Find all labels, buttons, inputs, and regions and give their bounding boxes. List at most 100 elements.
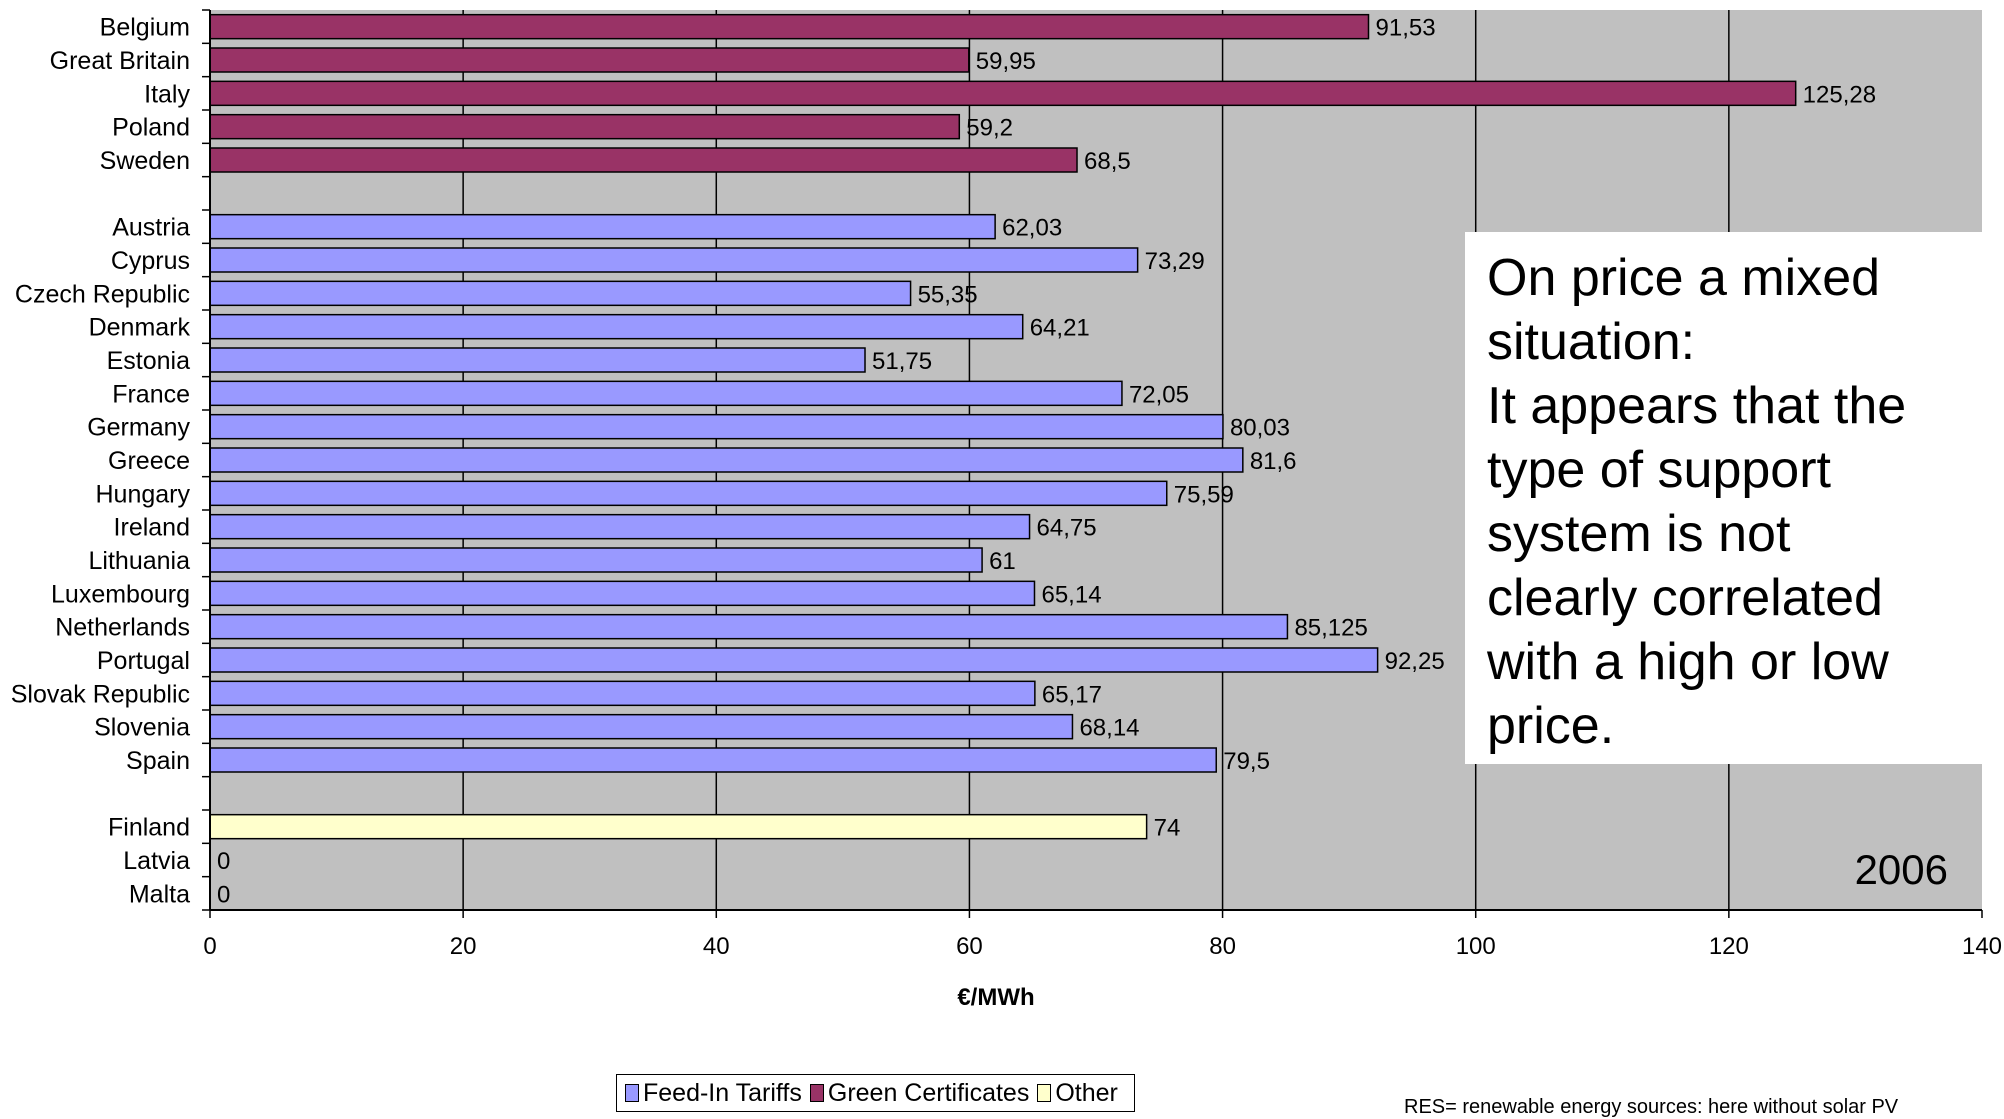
- data-label: 68,14: [1079, 715, 1139, 742]
- category-label: Denmark: [89, 314, 191, 342]
- data-label: 0: [217, 848, 230, 875]
- bar: [209, 47, 970, 73]
- data-label: 65,17: [1042, 681, 1102, 708]
- data-label: 65,14: [1041, 581, 1101, 608]
- data-label: 79,5: [1223, 748, 1270, 775]
- category-label: Slovenia: [94, 714, 190, 742]
- data-label: 51,75: [872, 348, 932, 375]
- bar: [209, 247, 1139, 273]
- category-label: Portugal: [97, 647, 190, 675]
- data-label: 81,6: [1250, 448, 1297, 475]
- x-tick-label: 60: [956, 933, 983, 960]
- category-label: Poland: [112, 114, 190, 142]
- annotation-line: clearly correlated: [1487, 569, 1883, 627]
- legend-label: Green Certificates: [827, 1078, 1030, 1107]
- data-label: 72,05: [1129, 381, 1189, 408]
- data-label: 59,95: [976, 48, 1036, 75]
- legend-swatch: [625, 1084, 639, 1102]
- bar: [209, 580, 1036, 607]
- data-label: 75,59: [1174, 481, 1234, 508]
- legend-label: Other: [1055, 1078, 1118, 1107]
- legend-label: Feed-In Tariffs: [643, 1078, 802, 1107]
- footnote: RES= renewable energy sources: here with…: [1404, 1096, 1899, 1118]
- category-label: Italy: [144, 80, 190, 108]
- data-label: 125,28: [1803, 81, 1876, 108]
- annotation-line: type of support: [1487, 441, 1831, 499]
- bar: [209, 713, 1074, 740]
- category-label: Latvia: [123, 847, 190, 875]
- data-label: 55,35: [918, 281, 978, 308]
- data-label: 73,29: [1145, 248, 1205, 275]
- legend-item-other: Other: [1037, 1079, 1118, 1108]
- bar: [209, 513, 1031, 540]
- category-label: France: [112, 380, 190, 408]
- data-label: 61: [989, 548, 1016, 575]
- data-label: 85,125: [1294, 615, 1367, 642]
- data-label: 91,53: [1376, 15, 1436, 42]
- category-label: Slovak Republic: [11, 680, 190, 708]
- category-label: Ireland: [114, 514, 190, 542]
- data-label: 59,2: [966, 115, 1013, 142]
- category-label: Estonia: [107, 347, 190, 375]
- data-label: 80,03: [1230, 415, 1290, 442]
- x-tick-label: 100: [1456, 933, 1496, 960]
- bar: [209, 313, 1024, 340]
- x-tick-label: 80: [1209, 933, 1236, 960]
- annotation-line: On price a mixed: [1487, 249, 1881, 307]
- legend-item-feed-in-tariffs: Feed-In Tariffs: [625, 1079, 802, 1108]
- bar: [209, 813, 1148, 840]
- annotation-line: It appears that the: [1487, 377, 1907, 435]
- bar: [209, 113, 961, 140]
- category-label: Malta: [129, 880, 190, 908]
- bar: [209, 380, 1123, 407]
- data-label: 64,75: [1037, 515, 1097, 542]
- x-tick-label: 120: [1709, 933, 1749, 960]
- data-label: 0: [217, 881, 230, 908]
- category-label: Germany: [87, 414, 190, 442]
- bar: [209, 547, 983, 573]
- category-label: Luxembourg: [51, 580, 190, 608]
- category-label: Lithuania: [89, 547, 191, 575]
- bar: [209, 647, 1379, 673]
- year-label: 2006: [1854, 846, 1948, 893]
- bar: [209, 213, 996, 240]
- x-tick-label: 40: [703, 933, 730, 960]
- legend: Feed-In Tariffs Green Certificates Other: [616, 1074, 1135, 1112]
- x-tick-label: 140: [1962, 933, 2002, 960]
- bar: [209, 413, 1224, 440]
- bar: [209, 347, 866, 373]
- data-label: 74: [1154, 815, 1181, 842]
- category-label: Netherlands: [55, 614, 190, 642]
- x-axis-title: €/MWh: [957, 984, 1034, 1011]
- bar: [209, 147, 1078, 173]
- bar: [209, 747, 1217, 773]
- bar: [209, 680, 1036, 707]
- bar: [209, 480, 1168, 507]
- data-label: 64,21: [1030, 315, 1090, 342]
- bar: [209, 447, 1244, 473]
- category-label: Finland: [108, 814, 190, 842]
- bar: [209, 80, 1797, 107]
- data-label: 68,5: [1084, 148, 1131, 175]
- legend-swatch: [1037, 1084, 1052, 1102]
- category-label: Belgium: [100, 14, 190, 42]
- bar: [209, 613, 1289, 640]
- annotation-line: with a high or low: [1487, 633, 1889, 691]
- category-label: Czech Republic: [15, 280, 190, 308]
- annotation-box: On price a mixed situation: It appears t…: [1465, 232, 1985, 764]
- bar: [209, 280, 912, 307]
- data-label: 92,25: [1385, 648, 1445, 675]
- legend-swatch: [809, 1084, 824, 1102]
- category-label: Cyprus: [111, 247, 190, 275]
- bar: [209, 13, 1370, 40]
- category-label: Great Britain: [50, 47, 190, 75]
- annotation-line: price.: [1487, 697, 1615, 755]
- category-label: Hungary: [96, 480, 191, 508]
- annotation-line: situation:: [1487, 313, 1696, 371]
- category-label: Sweden: [100, 147, 190, 175]
- category-label: Spain: [126, 747, 190, 775]
- x-tick-label: 0: [203, 933, 216, 960]
- category-label: Greece: [108, 447, 190, 475]
- data-label: 62,03: [1002, 215, 1062, 242]
